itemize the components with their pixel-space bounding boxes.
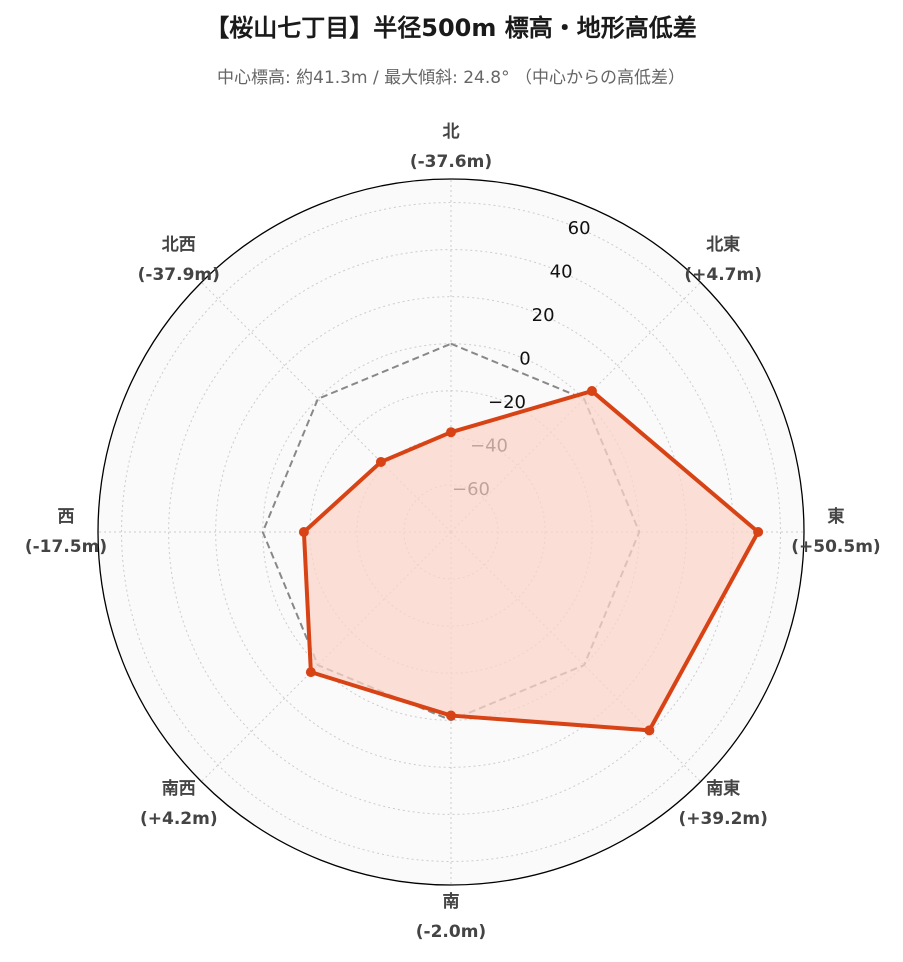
series-point <box>446 427 456 438</box>
radial-tick-label: −20 <box>488 392 526 413</box>
series-point <box>298 527 309 537</box>
direction-value-label: (+4.7m) <box>684 265 762 285</box>
direction-name-label: 南東 <box>706 778 740 799</box>
direction-value-label: (-17.5m) <box>25 537 107 557</box>
series-point <box>644 725 655 736</box>
direction-name-label: 北西 <box>162 235 196 255</box>
direction-value-label: (+4.2m) <box>140 809 218 829</box>
series-area <box>303 391 759 731</box>
direction-name-label: 南 <box>443 891 460 912</box>
series-point <box>305 667 316 678</box>
direction-value-label: (-37.9m) <box>138 265 220 285</box>
series-point <box>753 527 764 537</box>
direction-name-label: 南西 <box>162 778 196 799</box>
direction-name-label: 北東 <box>706 234 740 255</box>
series-point <box>446 710 456 721</box>
direction-labels: 北 (-37.6m) 北東 (+4.7m) 東 (+50.5m) 南東 (+39.2m) 南 (-… <box>25 122 881 942</box>
grid-spoke <box>201 282 452 533</box>
radial-tick-label: 60 <box>568 218 591 239</box>
direction-value-label: (-2.0m) <box>416 922 486 942</box>
radial-tick-label: 20 <box>532 305 555 326</box>
chart-title: 【桜山七丁目】半径500m 標高・地形高低差 <box>205 14 696 42</box>
radial-tick-label: 40 <box>550 262 573 283</box>
direction-name-label: 北 <box>443 122 460 142</box>
chart-subtitle: 中心標高: 約41.3m / 最大傾斜: 24.8° （中心からの高低差） <box>217 68 685 88</box>
polar-frame <box>97 178 805 886</box>
series-point <box>375 456 386 467</box>
direction-name-label: 西 <box>58 507 75 527</box>
direction-name-label: 東 <box>828 506 845 527</box>
series-layer <box>261 342 764 736</box>
radial-tick-label: 0 <box>519 349 530 370</box>
direction-value-label: (+39.2m) <box>678 809 767 829</box>
direction-value-label: (-37.6m) <box>410 152 492 172</box>
direction-value-label: (+50.5m) <box>791 537 880 557</box>
series-point <box>586 386 597 397</box>
grid-circle <box>121 202 781 862</box>
